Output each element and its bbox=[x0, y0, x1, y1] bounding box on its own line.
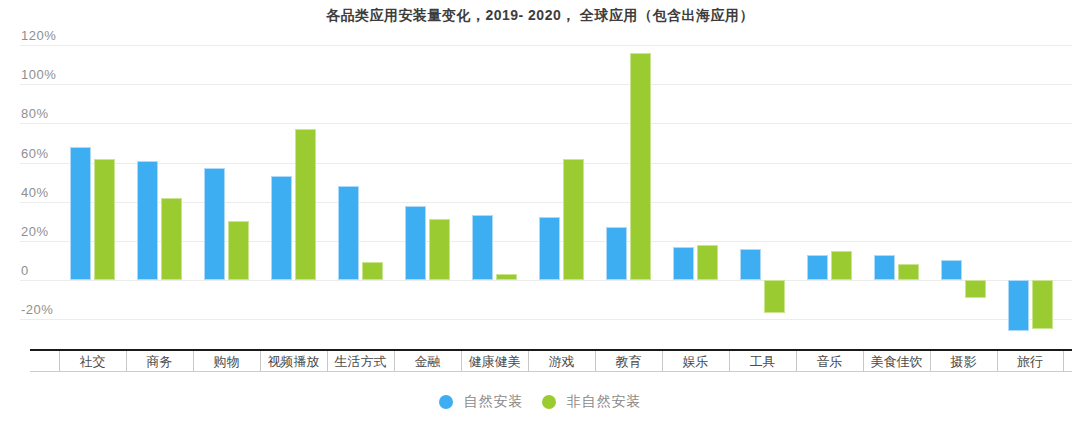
bar-自然安装-教育 bbox=[606, 227, 627, 280]
bar-非自然安装-摄影 bbox=[965, 280, 986, 298]
y-axis-tick-label: 60% bbox=[21, 146, 49, 161]
bar-自然安装-商务 bbox=[137, 161, 158, 280]
bar-非自然安装-生活方式 bbox=[362, 262, 383, 280]
bar-非自然安装-金融 bbox=[429, 219, 450, 280]
bar-非自然安装-娱乐 bbox=[697, 245, 718, 280]
chart-title: 各品类应用安装量变化，2019- 2020， 全球应用（包含出海应用） bbox=[0, 7, 1080, 25]
category-label-社交: 社交 bbox=[59, 351, 126, 372]
bar-自然安装-娱乐 bbox=[673, 247, 694, 280]
y-axis-tick-label: 40% bbox=[21, 185, 49, 200]
category-label-美食佳饮: 美食佳饮 bbox=[863, 351, 930, 372]
category-label-工具: 工具 bbox=[729, 351, 796, 372]
category-label-教育: 教育 bbox=[595, 351, 662, 372]
bar-非自然安装-旅行 bbox=[1032, 280, 1053, 329]
category-row-bottom-border bbox=[30, 371, 1072, 372]
y-axis-tick-label: 20% bbox=[21, 224, 49, 239]
gridline bbox=[20, 84, 1072, 85]
category-label-视频播放: 视频播放 bbox=[260, 351, 327, 372]
legend-item: 自然安装 bbox=[439, 393, 524, 411]
category-label-娱乐: 娱乐 bbox=[662, 351, 729, 372]
bar-非自然安装-游戏 bbox=[563, 159, 584, 280]
category-label-购物: 购物 bbox=[193, 351, 260, 372]
gridline bbox=[20, 280, 1072, 281]
y-axis-tick-label: -20% bbox=[21, 302, 53, 317]
bar-自然安装-生活方式 bbox=[338, 186, 359, 280]
legend-label: 自然安装 bbox=[464, 393, 524, 411]
gridline bbox=[20, 45, 1072, 46]
bar-自然安装-视频播放 bbox=[271, 176, 292, 280]
bar-非自然安装-工具 bbox=[764, 280, 785, 313]
category-label-游戏: 游戏 bbox=[528, 351, 595, 372]
bar-非自然安装-健康健美 bbox=[496, 274, 517, 280]
y-axis-tick-label: 80% bbox=[21, 106, 49, 121]
bar-自然安装-旅行 bbox=[1008, 280, 1029, 331]
y-axis-tick-label: 0 bbox=[21, 263, 29, 278]
category-label-生活方式: 生活方式 bbox=[327, 351, 394, 372]
bar-自然安装-工具 bbox=[740, 249, 761, 280]
bar-自然安装-游戏 bbox=[539, 217, 560, 280]
bar-非自然安装-教育 bbox=[630, 53, 651, 280]
category-label-旅行: 旅行 bbox=[997, 351, 1064, 372]
gridline bbox=[20, 163, 1072, 164]
gridline bbox=[20, 123, 1072, 124]
bar-自然安装-购物 bbox=[204, 168, 225, 280]
bar-自然安装-健康健美 bbox=[472, 215, 493, 280]
category-label-摄影: 摄影 bbox=[930, 351, 997, 372]
category-label-商务: 商务 bbox=[126, 351, 193, 372]
bar-非自然安装-商务 bbox=[161, 198, 182, 280]
bar-非自然安装-视频播放 bbox=[295, 129, 316, 280]
bar-非自然安装-社交 bbox=[94, 159, 115, 280]
bar-自然安装-摄影 bbox=[941, 260, 962, 280]
bar-自然安装-社交 bbox=[70, 147, 91, 280]
y-axis-tick-label: 120% bbox=[21, 28, 56, 43]
bar-自然安装-音乐 bbox=[807, 255, 828, 280]
legend-label: 非自然安装 bbox=[567, 393, 642, 411]
gridline bbox=[20, 319, 1072, 320]
legend-color-dot-organic bbox=[439, 395, 453, 409]
bar-自然安装-美食佳饮 bbox=[874, 255, 895, 280]
bar-非自然安装-音乐 bbox=[831, 251, 852, 280]
legend: 自然安装 非自然安装 bbox=[0, 392, 1080, 412]
legend-item: 非自然安装 bbox=[542, 393, 642, 411]
legend-color-dot-nonorganic bbox=[542, 395, 556, 409]
y-axis-tick-label: 100% bbox=[21, 67, 56, 82]
category-label-金融: 金融 bbox=[394, 351, 461, 372]
install-change-bar-chart: 各品类应用安装量变化，2019- 2020， 全球应用（包含出海应用） 120%… bbox=[0, 0, 1080, 422]
bar-自然安装-金融 bbox=[405, 206, 426, 280]
bar-非自然安装-购物 bbox=[228, 221, 249, 280]
category-label-健康健美: 健康健美 bbox=[461, 351, 528, 372]
bar-非自然安装-美食佳饮 bbox=[898, 264, 919, 280]
category-label-音乐: 音乐 bbox=[796, 351, 863, 372]
